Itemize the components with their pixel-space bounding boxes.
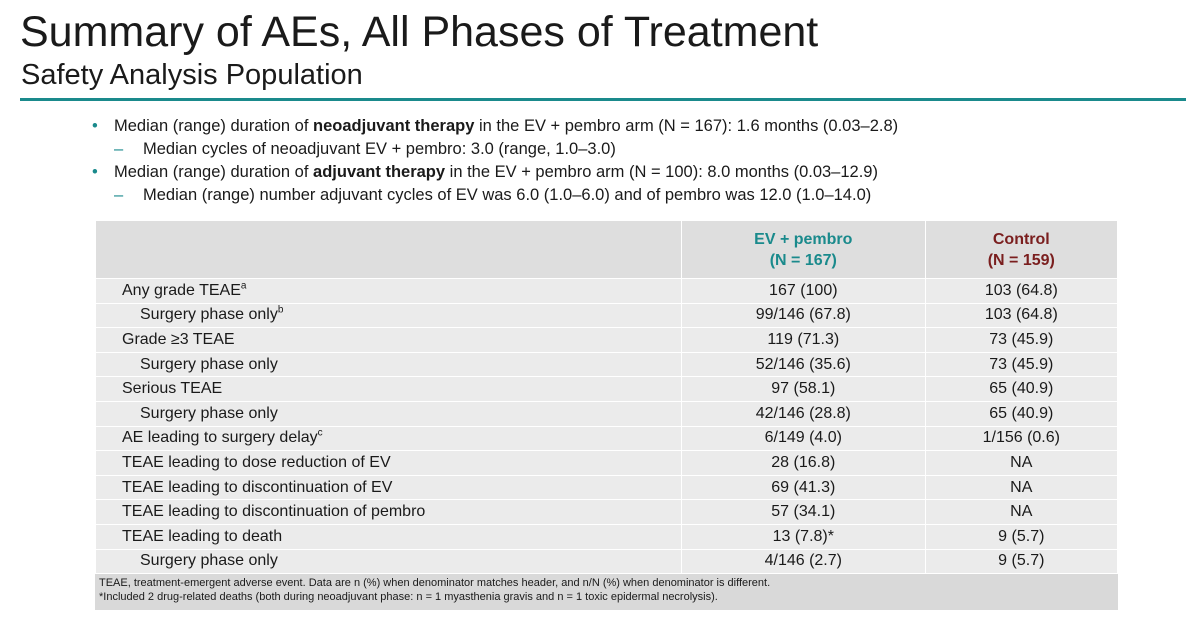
row-label-cell: Surgery phase only <box>95 400 682 427</box>
ev-pembro-cell: 6/149 (4.0) <box>681 425 926 452</box>
header-cell: Control (N = 159) <box>924 220 1119 279</box>
table-row: TEAE leading to dose reduction of EV 28 (… <box>95 450 1119 476</box>
ev-pembro-cell: 4/146 (2.7) <box>681 548 926 575</box>
row-label-cell: TEAE leading to death <box>95 523 682 550</box>
table-row: Any grade TEAEa 167 (100) 103 (64.8) <box>95 278 1119 304</box>
row-label-cell: AE leading to surgery delayc <box>95 425 682 452</box>
row-label-cell: Serious TEAE <box>95 376 682 402</box>
footnote-mark: a <box>240 280 247 292</box>
row-label: AE leading to surgery delay <box>122 429 318 447</box>
ev-pembro-cell: 57 (34.1) <box>681 499 926 525</box>
sub-bullet: Median cycles of neoadjuvant EV + pembro… <box>90 138 1140 161</box>
divider <box>20 98 1186 101</box>
header-text: (N = 167) <box>769 251 837 269</box>
text: Median (range) duration of <box>114 117 314 135</box>
table-row: Grade ≥3 TEAE 119 (71.3) 73 (45.9) <box>95 327 1119 353</box>
control-cell: 9 (5.7) <box>924 548 1119 575</box>
row-label: Surgery phase only <box>140 404 278 422</box>
header-row: EV + pembro (N = 167) Control (N = 159) <box>95 220 1119 279</box>
control-cell: 65 (40.9) <box>924 376 1119 402</box>
bullet: Median (range) duration of neoadjuvant t… <box>90 115 1140 138</box>
bold-text: adjuvant therapy <box>313 163 446 181</box>
row-label: TEAE leading to discontinuation of pembr… <box>122 503 426 521</box>
table-row: AE leading to surgery delayc 6/149 (4.0) 1… <box>95 425 1119 452</box>
title: Summary of AEs, All Phases of Treatment <box>20 8 819 56</box>
row-label: Surgery phase only <box>140 552 278 570</box>
row-label: Serious TEAE <box>122 380 223 398</box>
bullet-list: Median (range) duration of neoadjuvant t… <box>90 115 1140 207</box>
row-label-cell: Surgery phase only <box>95 351 682 378</box>
control-cell: 103 (64.8) <box>924 278 1119 304</box>
text: in the EV + pembro arm (N = 100): 8.0 mo… <box>445 163 878 181</box>
footnotes: TEAE, treatment-emergent adverse event. … <box>95 574 1118 610</box>
row-label-cell: Grade ≥3 TEAE <box>95 327 682 353</box>
control-cell: 73 (45.9) <box>924 351 1119 378</box>
sub-bullet: Median (range) number adjuvant cycles of… <box>90 184 1140 207</box>
header-cell: EV + pembro (N = 167) <box>681 220 926 279</box>
table-row: TEAE leading to discontinuation of pembr… <box>95 499 1119 525</box>
table-row: Surgery phase onlyb 99/146 (67.8) 103 (64.… <box>95 302 1119 329</box>
table-row: Surgery phase only 4/146 (2.7) 9 (5.7) <box>95 548 1119 575</box>
control-cell: NA <box>924 450 1119 476</box>
row-label: TEAE leading to discontinuation of EV <box>122 478 393 496</box>
row-label-cell: TEAE leading to discontinuation of pembr… <box>95 499 682 525</box>
ev-pembro-cell: 42/146 (28.8) <box>681 400 926 427</box>
control-cell: 9 (5.7) <box>924 523 1119 550</box>
row-label-cell: TEAE leading to dose reduction of EV <box>95 450 682 476</box>
ev-pembro-cell: 52/146 (35.6) <box>681 351 926 378</box>
footnote: *Included 2 drug-related deaths (both du… <box>99 591 718 603</box>
ev-pembro-cell: 13 (7.8)* <box>681 523 926 550</box>
footnote: TEAE, treatment-emergent adverse event. … <box>99 577 771 589</box>
bold-text: neoadjuvant therapy <box>313 117 475 135</box>
table-row: Surgery phase only 52/146 (35.6) 73 (45.9) <box>95 351 1119 378</box>
ev-pembro-cell: 28 (16.8) <box>681 450 926 476</box>
control-cell: 1/156 (0.6) <box>924 425 1119 452</box>
header-text: EV + pembro <box>754 230 853 248</box>
row-label: Grade ≥3 TEAE <box>122 330 235 348</box>
ev-pembro-cell: 99/146 (67.8) <box>681 302 926 329</box>
row-label: Surgery phase only <box>140 306 278 324</box>
footnote-mark: c <box>317 428 323 440</box>
header-cell <box>95 220 682 279</box>
ae-table: EV + pembro (N = 167) Control (N = 159) An… <box>95 220 1119 575</box>
footnote-mark: b <box>277 305 284 317</box>
header-text: Control <box>992 230 1050 248</box>
table-body: Any grade TEAEa 167 (100) 103 (64.8) Surger… <box>95 278 1119 575</box>
row-label-cell: Surgery phase onlyb <box>95 302 682 329</box>
table-header: EV + pembro (N = 167) Control (N = 159) <box>95 220 1119 279</box>
table-row: TEAE leading to discontinuation of EV 69 … <box>95 474 1119 501</box>
subtitle: Safety Analysis Population <box>21 59 363 91</box>
control-cell: 73 (45.9) <box>924 327 1119 353</box>
control-cell: NA <box>924 474 1119 501</box>
table-row: TEAE leading to death 13 (7.8)* 9 (5.7) <box>95 523 1119 550</box>
table-row: Serious TEAE 97 (58.1) 65 (40.9) <box>95 376 1119 402</box>
row-label: Any grade TEAE <box>122 281 241 299</box>
row-label-cell: Surgery phase only <box>95 548 682 575</box>
text: in the EV + pembro arm (N = 167): 1.6 mo… <box>474 117 899 135</box>
row-label: Surgery phase only <box>140 355 278 373</box>
text: Median (range) duration of <box>114 163 314 181</box>
control-cell: 65 (40.9) <box>924 400 1119 427</box>
control-cell: NA <box>924 499 1119 525</box>
header-text: (N = 159) <box>987 251 1055 269</box>
ev-pembro-cell: 167 (100) <box>681 278 926 304</box>
row-label: TEAE leading to death <box>122 527 283 545</box>
row-label: TEAE leading to dose reduction of EV <box>122 453 391 471</box>
ev-pembro-cell: 69 (41.3) <box>681 474 926 501</box>
row-label-cell: TEAE leading to discontinuation of EV <box>95 474 682 501</box>
ev-pembro-cell: 97 (58.1) <box>681 376 926 402</box>
table-row: Surgery phase only 42/146 (28.8) 65 (40.9) <box>95 400 1119 427</box>
row-label-cell: Any grade TEAEa <box>95 278 682 304</box>
bullet: Median (range) duration of adjuvant ther… <box>90 161 1140 184</box>
ev-pembro-cell: 119 (71.3) <box>681 327 926 353</box>
control-cell: 103 (64.8) <box>924 302 1119 329</box>
